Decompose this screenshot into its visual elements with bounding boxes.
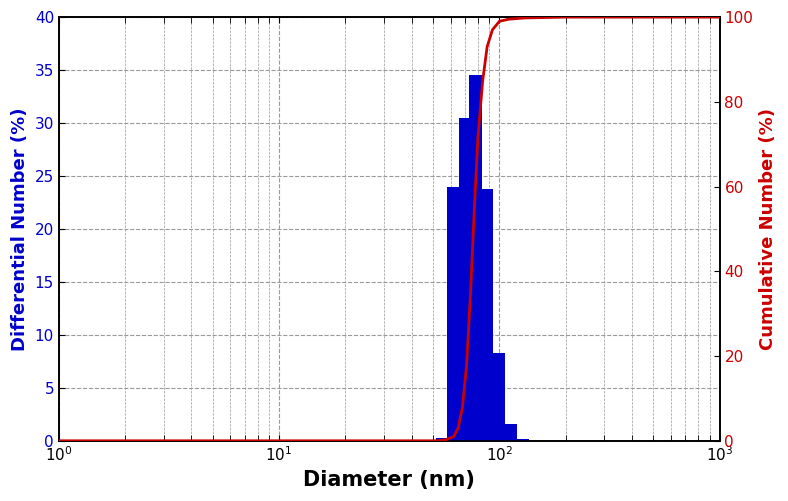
Bar	[448, 186, 459, 441]
Bar	[459, 118, 471, 441]
Y-axis label: Cumulative Number (%): Cumulative Number (%)	[759, 108, 777, 350]
Bar	[436, 437, 448, 441]
X-axis label: Diameter (nm): Diameter (nm)	[303, 470, 475, 490]
Bar	[469, 75, 481, 441]
Bar	[517, 439, 529, 441]
Bar	[481, 189, 493, 441]
Bar	[493, 353, 505, 441]
Bar	[504, 424, 517, 441]
Y-axis label: Differential Number (%): Differential Number (%)	[11, 107, 29, 351]
